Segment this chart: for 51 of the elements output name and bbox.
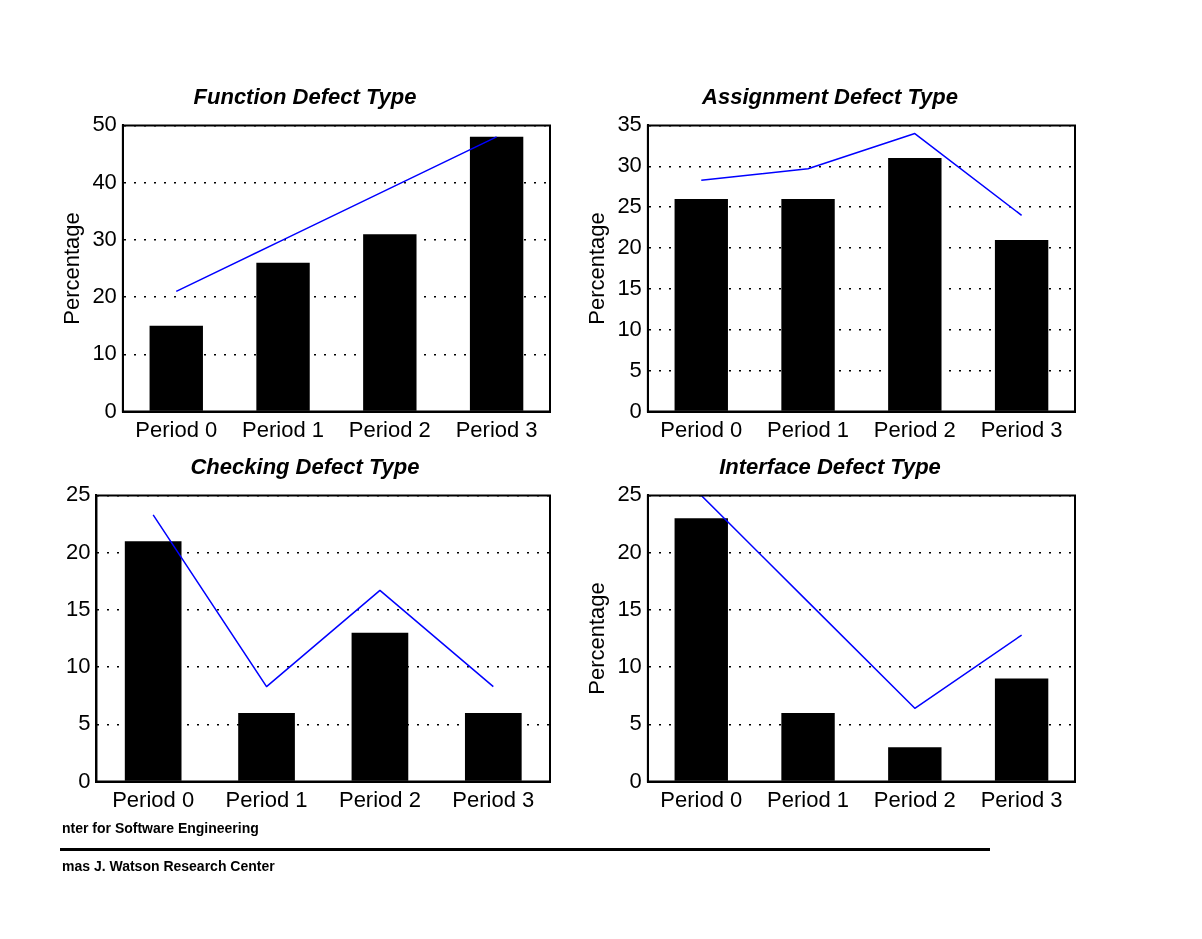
x-tick-label: Period 2 <box>348 416 431 442</box>
y-tick-label: 0 <box>629 767 642 793</box>
x-tick-label: Period 0 <box>112 786 195 812</box>
y-axis-title: Percentage <box>59 212 85 325</box>
x-tick-label: Period 0 <box>660 786 743 812</box>
y-axis-title: Percentage <box>584 212 610 325</box>
y-tick-label: 0 <box>629 397 642 423</box>
y-tick-label: 10 <box>617 315 642 341</box>
chart-title: Interface Defect Type <box>719 454 941 480</box>
x-tick-label: Period 3 <box>452 786 535 812</box>
y-tick-label: 15 <box>65 595 91 621</box>
y-tick-label: 10 <box>65 653 91 679</box>
y-tick-label: 25 <box>617 193 642 219</box>
chart-title: Assignment Defect Type <box>701 84 958 110</box>
y-tick-label: 30 <box>617 152 642 178</box>
chart-title: Checking Defect Type <box>190 454 420 480</box>
y-tick-label: 25 <box>65 481 91 507</box>
y-tick-label: 15 <box>617 595 642 621</box>
y-tick-label: 5 <box>78 710 91 736</box>
x-tick-label: Period 0 <box>660 416 743 442</box>
y-tick-label: 5 <box>629 356 642 382</box>
text: mas J. Watson Research Center <box>62 858 275 874</box>
x-tick-label: Period 2 <box>338 786 421 812</box>
x-tick-label: Period 3 <box>980 786 1063 812</box>
x-tick-label: Period 1 <box>767 416 850 442</box>
y-tick-label: 5 <box>629 710 642 736</box>
chart-title: Function Defect Type <box>193 84 417 110</box>
y-tick-label: 20 <box>92 283 117 309</box>
y-tick-label: 25 <box>617 481 642 507</box>
x-tick-label: Period 3 <box>980 416 1063 442</box>
y-tick-label: 30 <box>92 225 117 251</box>
x-tick-label: Period 1 <box>242 416 325 442</box>
y-tick-label: 0 <box>104 397 117 423</box>
y-tick-label: 20 <box>617 234 642 260</box>
x-tick-label: Period 1 <box>225 786 308 812</box>
x-tick-label: Period 3 <box>455 416 538 442</box>
y-tick-label: 10 <box>92 340 117 366</box>
y-axis-title: Percentage <box>584 582 610 695</box>
x-tick-label: Period 1 <box>767 786 850 812</box>
x-tick-label: Period 2 <box>873 786 956 812</box>
x-tick-label: Period 0 <box>135 416 218 442</box>
x-tick-label: Period 2 <box>873 416 956 442</box>
y-tick-label: 10 <box>617 653 642 679</box>
y-tick-label: 50 <box>92 111 117 137</box>
y-tick-label: 20 <box>65 538 91 564</box>
y-tick-label: 35 <box>617 111 642 137</box>
text: nter for Software Engineering <box>62 820 259 836</box>
y-tick-label: 40 <box>92 168 117 194</box>
y-tick-label: 15 <box>617 275 642 301</box>
y-tick-label: 20 <box>617 538 642 564</box>
y-tick-label: 0 <box>78 767 91 793</box>
